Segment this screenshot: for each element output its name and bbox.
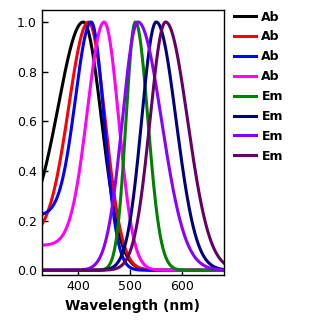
Ab xyxy=(29,213,33,217)
Em xyxy=(118,202,122,206)
Ab xyxy=(118,236,122,240)
Ab xyxy=(65,224,69,228)
Ab xyxy=(109,47,113,51)
Ab xyxy=(29,209,33,213)
Em xyxy=(164,20,168,24)
Ab xyxy=(211,268,215,272)
Em xyxy=(238,268,242,272)
Ab xyxy=(238,268,242,272)
Em xyxy=(234,268,237,272)
Ab xyxy=(81,20,85,24)
Em xyxy=(154,20,158,24)
Line: Em: Em xyxy=(31,22,240,270)
Ab xyxy=(109,170,113,174)
Em xyxy=(136,20,140,24)
Ab xyxy=(29,244,33,247)
Em xyxy=(53,268,57,272)
Ab xyxy=(211,268,215,272)
Em xyxy=(65,268,69,272)
Em xyxy=(234,268,237,272)
Ab xyxy=(102,20,106,24)
Ab xyxy=(234,268,237,272)
Em xyxy=(109,268,113,272)
Em xyxy=(133,20,137,24)
Em xyxy=(29,268,33,272)
Ab xyxy=(65,60,69,63)
Em xyxy=(53,268,57,272)
Em xyxy=(53,268,57,272)
Em xyxy=(238,268,242,272)
Ab xyxy=(118,248,122,252)
Ab xyxy=(89,20,93,24)
Em xyxy=(109,212,113,216)
Em xyxy=(238,268,242,271)
Em xyxy=(65,268,69,272)
Em xyxy=(211,268,215,272)
Ab xyxy=(238,268,242,272)
Em xyxy=(234,268,237,272)
Em xyxy=(118,265,122,268)
Em xyxy=(29,268,33,272)
Ab xyxy=(211,268,215,272)
Em xyxy=(211,267,215,271)
Ab xyxy=(109,191,113,195)
Ab xyxy=(238,268,242,272)
Ab xyxy=(53,185,57,188)
Em xyxy=(109,260,113,263)
Ab xyxy=(118,133,122,137)
Em xyxy=(65,268,69,272)
Line: Em: Em xyxy=(31,22,240,270)
Line: Ab: Ab xyxy=(31,22,240,270)
Ab xyxy=(53,241,57,244)
Em xyxy=(53,268,57,272)
Em xyxy=(211,264,215,268)
Em xyxy=(238,268,242,272)
Em xyxy=(29,268,33,272)
Ab xyxy=(234,268,237,272)
Ab xyxy=(53,200,57,204)
Ab xyxy=(118,228,122,231)
Ab xyxy=(109,193,113,196)
Em xyxy=(118,139,122,143)
Legend: Ab, Ab, Ab, Ab, Em, Em, Em, Em: Ab, Ab, Ab, Ab, Em, Em, Em, Em xyxy=(234,11,283,163)
Line: Ab: Ab xyxy=(31,22,240,270)
Em xyxy=(109,266,113,270)
X-axis label: Wavelength (nm): Wavelength (nm) xyxy=(65,299,200,313)
Em xyxy=(29,268,33,272)
Ab xyxy=(87,20,91,24)
Ab xyxy=(53,121,57,125)
Em xyxy=(211,245,215,249)
Ab xyxy=(211,268,215,272)
Em xyxy=(234,267,237,271)
Line: Em: Em xyxy=(31,22,240,270)
Ab xyxy=(65,114,69,118)
Line: Ab: Ab xyxy=(31,22,240,270)
Ab xyxy=(234,268,237,272)
Ab xyxy=(234,268,237,272)
Line: Em: Em xyxy=(31,22,240,270)
Line: Ab: Ab xyxy=(31,22,240,270)
Em xyxy=(65,268,69,272)
Ab xyxy=(238,268,242,272)
Ab xyxy=(65,153,69,157)
Ab xyxy=(29,233,33,236)
Em xyxy=(118,257,122,260)
